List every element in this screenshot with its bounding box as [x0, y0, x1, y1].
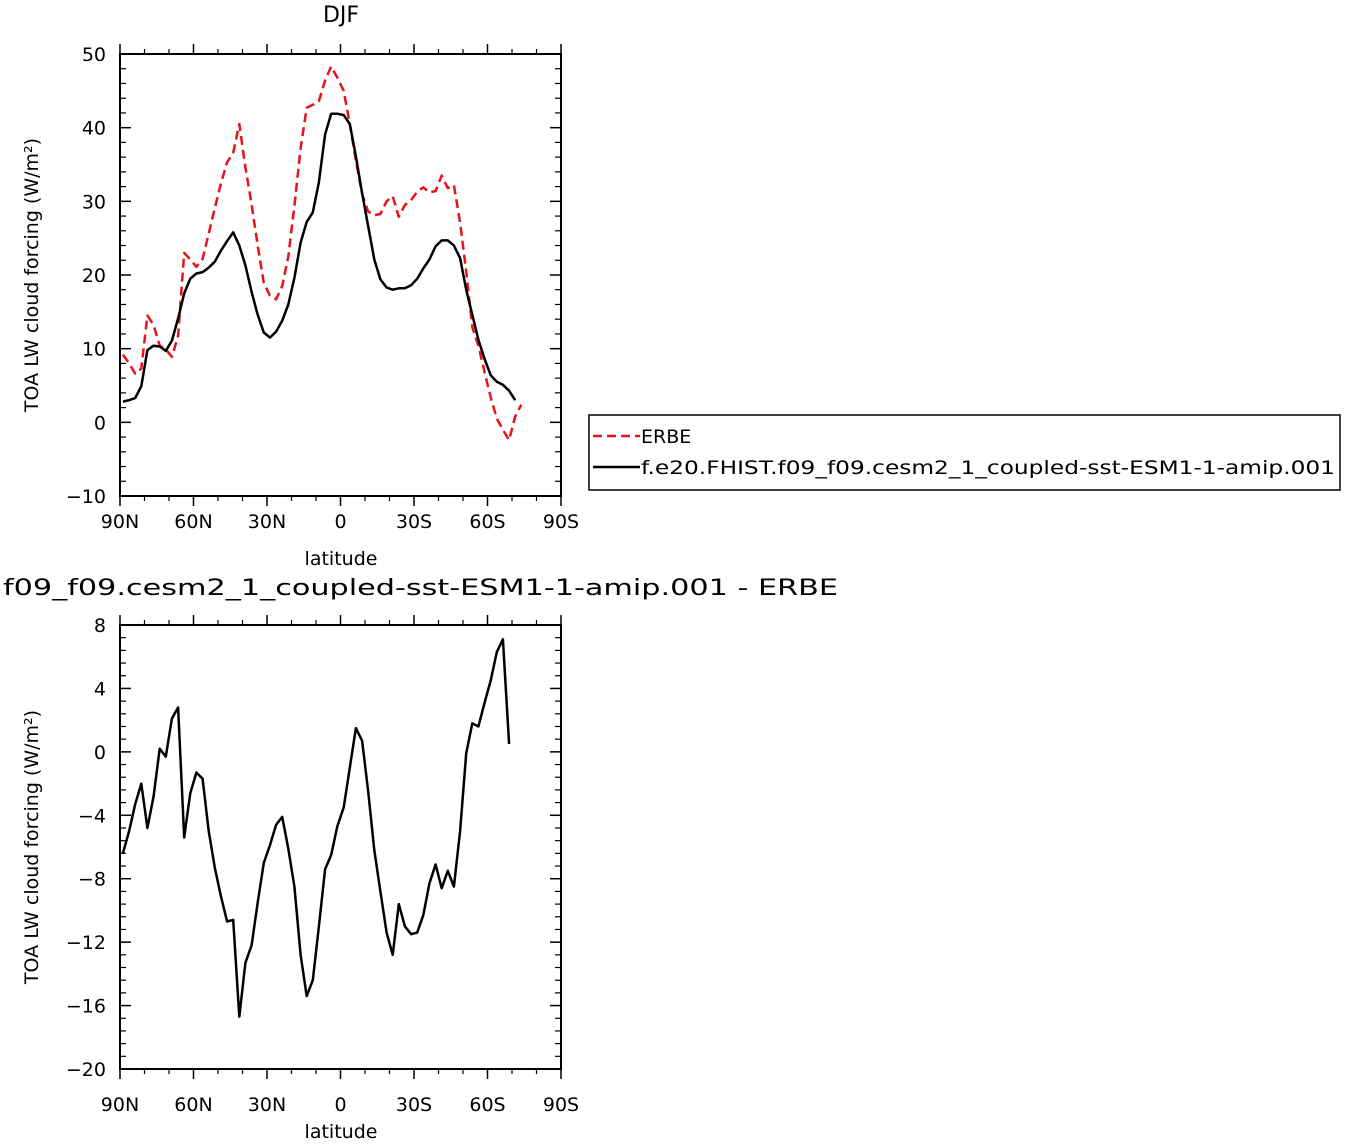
legend-label-erbe: ERBE: [641, 426, 691, 448]
y-tick-label: −8: [78, 869, 106, 891]
y-tick-label: 0: [94, 412, 106, 434]
x-tick-label: 60N: [174, 1094, 212, 1116]
bottom-panel-ylabel: TOA LW cloud forcing (W/m²): [21, 710, 43, 985]
x-tick-label: 30S: [396, 511, 432, 533]
x-tick-label: 60S: [469, 1094, 505, 1116]
top-panel-ylabel: TOA LW cloud forcing (W/m²): [21, 138, 43, 413]
y-tick-label: 10: [82, 339, 106, 361]
x-tick-label: 0: [334, 511, 346, 533]
top-panel-title: DJF: [323, 3, 359, 28]
x-tick-label: 60N: [174, 511, 212, 533]
bottom-panel-series: [121, 638, 511, 1018]
legend-label-model: f.e20.FHIST.f09_f09.cesm2_1_coupled-sst-…: [641, 457, 1335, 479]
y-tick-label: 40: [82, 118, 106, 140]
x-tick-label: 90N: [101, 1094, 139, 1116]
legend-box: [588, 414, 1341, 491]
model-series-line: [122, 112, 517, 403]
top-panel-series: [121, 65, 523, 442]
bottom-panel: f09_f09.cesm2_1_coupled-sst-ESM1-1-amip.…: [3, 576, 838, 1143]
erbe-series-line: [121, 65, 523, 442]
y-tick-label: −4: [78, 805, 106, 827]
top-panel-xlabel: latitude: [305, 548, 378, 570]
model-series-line: [121, 638, 511, 1018]
bottom-panel-title: f09_f09.cesm2_1_coupled-sst-ESM1-1-amip.…: [3, 576, 838, 601]
y-tick-label: −10: [66, 486, 106, 508]
y-tick-label: −16: [66, 996, 106, 1018]
top-panel: DJF −10 0 10 20 30 40 50 90N 60N 30N 0 30S 60S 90S la…: [21, 3, 579, 570]
top-panel-frame: [119, 53, 562, 497]
bottom-panel-axes: −20 −16 −12 −8 −4 0 4 8 90N 60N 30N 0 30S 60S 90S: [66, 615, 579, 1116]
bottom-panel-frame: [119, 624, 562, 1070]
x-tick-label: 30N: [248, 1094, 286, 1116]
y-tick-label: 30: [82, 191, 106, 213]
x-tick-label: 90S: [543, 511, 579, 533]
bottom-panel-xlabel: latitude: [305, 1121, 378, 1143]
y-tick-label: 4: [94, 678, 106, 700]
y-tick-label: 50: [82, 44, 106, 66]
y-tick-label: −12: [66, 932, 106, 954]
x-tick-label: 30S: [396, 1094, 432, 1116]
y-tick-label: 8: [94, 615, 106, 637]
legend: ERBE f.e20.FHIST.f09_f09.cesm2_1_coupled…: [588, 414, 1341, 491]
x-tick-label: 90S: [543, 1094, 579, 1116]
top-panel-axes: −10 0 10 20 30 40 50 90N 60N 30N 0 30S 60S 90S: [66, 44, 579, 533]
x-tick-label: 60S: [469, 511, 505, 533]
y-tick-label: 20: [82, 265, 106, 287]
y-tick-label: 0: [94, 742, 106, 764]
x-tick-label: 30N: [248, 511, 286, 533]
y-tick-label: −20: [66, 1059, 106, 1081]
x-tick-label: 0: [334, 1094, 346, 1116]
x-tick-label: 90N: [101, 511, 139, 533]
